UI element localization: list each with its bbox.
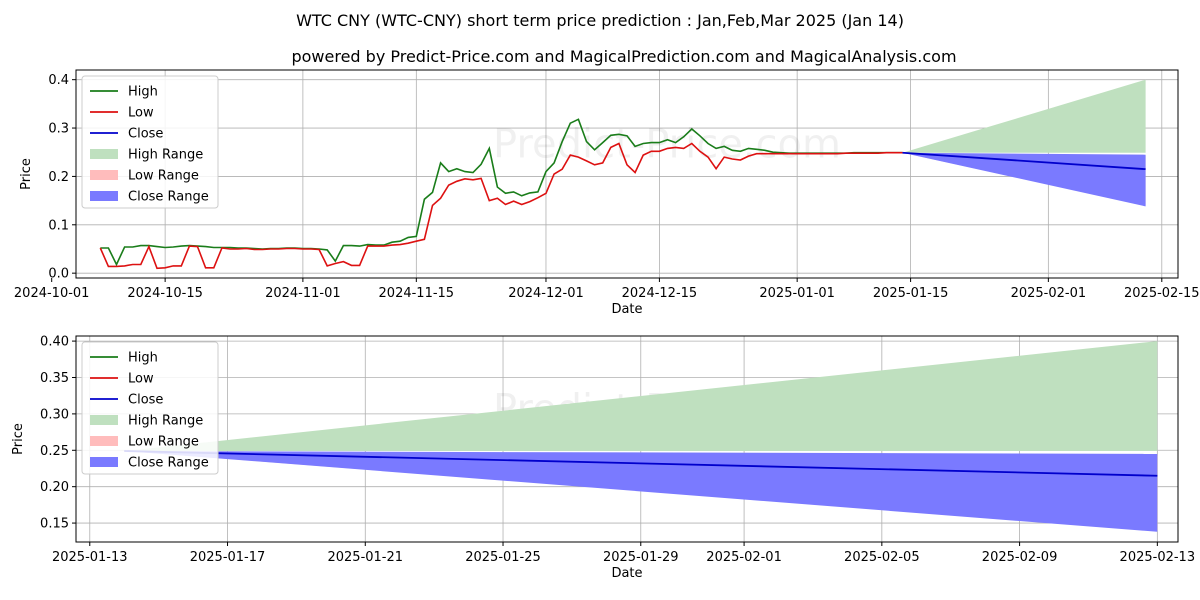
legend-label: Close Range — [128, 456, 209, 471]
x-axis-label: Date — [611, 566, 642, 581]
legend-label: High Range — [128, 148, 203, 163]
legend-swatch — [90, 191, 118, 201]
x-tick-label: 2025-01-21 — [327, 550, 403, 565]
legend-label: High — [128, 351, 158, 366]
x-tick-label: 2024-12-01 — [508, 286, 584, 301]
chart-title: WTC CNY (WTC-CNY) short term price predi… — [296, 11, 904, 30]
y-tick-label: 0.4 — [48, 73, 69, 88]
y-tick-label: 0.0 — [48, 267, 69, 282]
close-range-band — [902, 152, 1146, 207]
x-tick-label: 2025-02-05 — [844, 550, 920, 565]
y-tick-label: 0.1 — [48, 218, 69, 233]
plot-area — [124, 341, 1158, 532]
x-tick-label: 2025-02-15 — [1124, 286, 1200, 301]
legend-label: Low — [128, 372, 154, 387]
y-tick-label: 0.2 — [48, 170, 69, 185]
plot-area — [99, 79, 1146, 270]
plot-frame — [75, 335, 1179, 543]
legend-label: Low Range — [128, 435, 199, 450]
x-tick-label: 2024-11-15 — [379, 286, 455, 301]
watermark: Predict-Price.com — [493, 121, 841, 167]
x-tick-label: 2025-01-13 — [52, 550, 128, 565]
x-tick-label: 2024-11-01 — [265, 286, 341, 301]
close-line — [124, 450, 1158, 477]
x-tick-label: 2025-02-13 — [1120, 550, 1196, 565]
x-axis-label: Date — [611, 302, 642, 317]
history-plot: Predict-Price.com 2024-10-01 2024-10-15 202… — [14, 69, 1200, 317]
x-tick-label: 2025-01-01 — [759, 286, 835, 301]
y-tick-label: 0.25 — [40, 444, 69, 459]
x-tick-label: 2024-12-15 — [622, 286, 698, 301]
x-tick-label: 2025-02-01 — [1011, 286, 1087, 301]
x-tick-label: 2025-01-17 — [190, 550, 266, 565]
x-tick-label: 2025-01-29 — [603, 550, 679, 565]
legend-label: High Range — [128, 414, 203, 429]
x-tick-label: 2025-02-01 — [706, 550, 782, 565]
y-axis-label: Price — [11, 423, 26, 455]
legend-swatch — [90, 415, 118, 425]
high-range-band — [124, 341, 1158, 451]
close-range-band — [124, 451, 1158, 532]
low-line — [99, 142, 903, 270]
x-tick-label: 2024-10-01 — [14, 286, 90, 301]
y-tick-label: 0.3 — [48, 122, 69, 137]
legend-label: High — [128, 85, 158, 100]
high-range-band — [902, 79, 1146, 153]
y-tick-label: 0.30 — [40, 407, 69, 422]
close-line — [902, 151, 1146, 171]
legend-label: Low — [128, 106, 154, 121]
legend-label: Close — [128, 127, 163, 142]
x-tick-label: 2025-02-09 — [982, 550, 1058, 565]
legend-swatch — [90, 170, 118, 180]
y-axis-label: Price — [19, 158, 34, 190]
x-tick-label: 2024-10-15 — [127, 286, 203, 301]
x-tick-label: 2025-01-15 — [873, 286, 949, 301]
high-line — [100, 118, 903, 267]
y-tick-label: 0.40 — [40, 335, 69, 350]
forecast-plot: Predict-Price.com2025-01-132025-01-17202… — [11, 335, 1195, 581]
legend-swatch — [90, 436, 118, 446]
y-tick-label: 0.35 — [40, 371, 69, 386]
plot-frame — [75, 69, 1179, 279]
legend-label: Close Range — [128, 190, 209, 205]
chart-subtitle: powered by Predict-Price.com and Magical… — [291, 47, 956, 66]
legend-label: Close — [128, 393, 163, 408]
legend-swatch — [90, 457, 118, 467]
legend-swatch — [90, 149, 118, 159]
y-tick-label: 0.15 — [40, 517, 69, 532]
legend-label: Low Range — [128, 169, 199, 184]
y-tick-label: 0.20 — [40, 480, 69, 495]
x-tick-label: 2025-01-25 — [465, 550, 541, 565]
